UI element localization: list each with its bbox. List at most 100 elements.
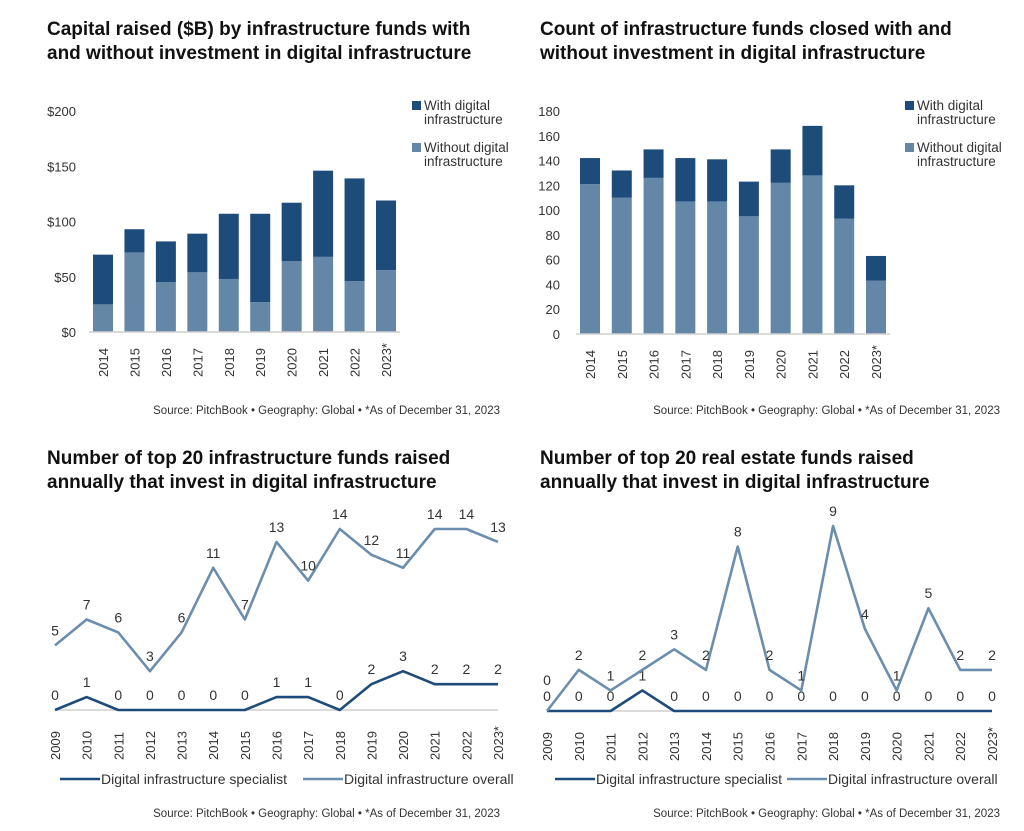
x-tick-label: 2021 — [316, 348, 331, 377]
title-line: and without investment in digital infras… — [47, 43, 472, 64]
bar-without-digital — [376, 270, 396, 332]
x-tick-label: 2022 — [837, 350, 852, 379]
bar-with-digital — [281, 202, 302, 262]
x-tick-label: 2023* — [379, 343, 394, 377]
bar-without-digital — [738, 216, 759, 334]
data-label: 2 — [702, 647, 710, 663]
bar-without-digital — [580, 184, 600, 334]
data-label: 5 — [51, 622, 59, 638]
bar-without-digital — [770, 182, 791, 334]
y-tick-label: 80 — [546, 228, 560, 243]
data-label: 2 — [575, 647, 583, 663]
data-label: 1 — [607, 667, 615, 683]
y-tick-label: 20 — [546, 302, 560, 317]
bar-without-digital — [93, 304, 113, 332]
legend-item: Digital infrastructure overall — [787, 771, 998, 787]
y-tick-label: 60 — [546, 253, 560, 268]
x-tick-label: 2009 — [540, 732, 555, 761]
legend-item: Digital infrastructure specialist — [555, 771, 782, 787]
data-label: 2 — [766, 647, 774, 663]
x-tick-label: 2020 — [890, 732, 905, 761]
bar-without-digital — [155, 282, 176, 332]
bar-with-digital — [707, 159, 728, 202]
x-tick-label: 2013 — [667, 732, 682, 761]
legend-label: With digital — [424, 98, 490, 113]
title-line: Count of infrastructure funds closed wit… — [540, 19, 952, 40]
legend-label: infrastructure — [917, 154, 996, 169]
x-tick-label: 2018 — [710, 350, 725, 379]
data-label: 0 — [829, 688, 837, 704]
x-tick-label: 2017 — [678, 350, 693, 379]
x-tick-label: 2021 — [921, 732, 936, 761]
legend-swatch — [905, 143, 914, 152]
data-label: 2 — [368, 661, 376, 677]
x-tick-label: 2023* — [985, 727, 1000, 761]
data-label: 2 — [638, 647, 646, 663]
x-tick-label: 2018 — [826, 732, 841, 761]
y-tick-label: 100 — [538, 203, 560, 218]
data-label: 2 — [462, 661, 470, 677]
title-line: Capital raised ($B) by infrastructure fu… — [47, 19, 471, 40]
y-tick-label: 180 — [538, 104, 560, 119]
bar-without-digital — [313, 256, 334, 332]
x-tick-label: 2017 — [190, 348, 205, 377]
data-label: 0 — [861, 688, 869, 704]
data-label: 3 — [399, 648, 407, 664]
x-tick-label: 2015 — [615, 350, 630, 379]
title-line: annually that invest in digital infrastr… — [540, 472, 930, 493]
bar-without-digital — [611, 197, 632, 334]
data-label: 6 — [178, 609, 186, 625]
x-tick-label: 2016 — [647, 350, 662, 379]
data-label: 0 — [336, 687, 344, 703]
data-label: 1 — [893, 667, 901, 683]
y-tick-label: 0 — [553, 327, 560, 342]
bar-with-digital — [155, 241, 176, 283]
data-label: 3 — [146, 648, 154, 664]
bar-with-digital — [580, 158, 600, 185]
title-line: annually that invest in digital infrastr… — [47, 472, 437, 493]
data-label: 0 — [51, 687, 59, 703]
legend-label: Digital infrastructure overall — [828, 771, 998, 787]
chart-2-title: Count of infrastructure funds closed wit… — [540, 18, 952, 66]
data-label: 4 — [861, 606, 869, 622]
y-tick-label: $150 — [47, 159, 76, 174]
legend-label: With digital — [917, 98, 983, 113]
legend-swatch — [412, 143, 421, 152]
source-note: Source: PitchBook • Geography: Global • … — [653, 405, 1000, 417]
data-label: 0 — [702, 688, 710, 704]
x-tick-label: 2023* — [869, 345, 884, 379]
legend-label: Digital infrastructure overall — [344, 771, 514, 787]
bar-with-digital — [643, 149, 664, 178]
data-label: 0 — [543, 688, 551, 704]
x-tick-label: 2014 — [699, 732, 714, 761]
x-tick-label: 2022 — [348, 348, 363, 377]
x-tick-label: 2011 — [111, 732, 126, 760]
data-label: 14 — [332, 506, 348, 522]
bar-with-digital — [187, 233, 208, 273]
title-line: Number of top 20 real estate funds raise… — [540, 448, 914, 469]
legend-label: Digital infrastructure specialist — [596, 771, 782, 787]
data-label: 0 — [893, 688, 901, 704]
bar-with-digital — [611, 170, 632, 198]
x-tick-label: 2021 — [805, 350, 820, 379]
series-line-overall — [54, 527, 499, 673]
bar-with-digital — [834, 185, 855, 219]
legend-label: Digital infrastructure specialist — [101, 771, 287, 787]
bar-with-digital — [802, 125, 823, 176]
bar-with-digital — [675, 158, 696, 202]
data-label: 1 — [638, 667, 646, 683]
data-label: 1 — [273, 674, 281, 690]
x-tick-label: 2012 — [143, 731, 158, 760]
chart-2: 0 20 40 60 80 100 120 140 160 180 2014 2015 2016 2017… — [538, 98, 1002, 417]
data-label: 0 — [241, 687, 249, 703]
data-label: 8 — [734, 524, 742, 540]
data-label: 14 — [459, 506, 475, 522]
data-label: 14 — [427, 506, 443, 522]
bar-with-digital — [218, 213, 239, 279]
bar-without-digital — [802, 175, 823, 334]
bar-with-digital — [376, 200, 396, 271]
data-label: 11 — [396, 545, 411, 561]
